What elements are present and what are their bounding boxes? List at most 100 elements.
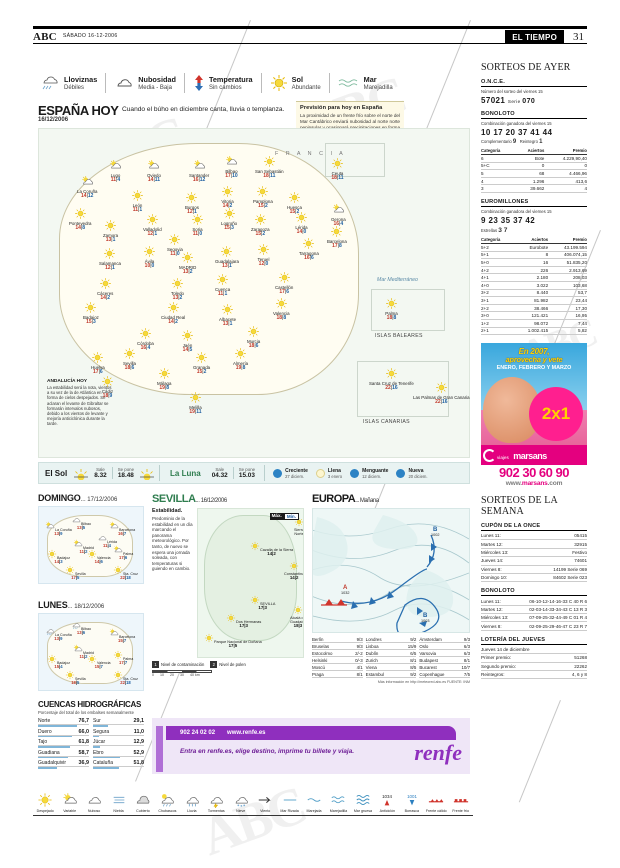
map-station[interactable]: León 11|1 [131, 189, 144, 214]
map-station[interactable]: Bilbao 13|5 [71, 515, 91, 531]
sun-moon-strip: El Sol Sale 8.32 Se pone 18.48 La Luna S… [38, 462, 470, 484]
map-station[interactable]: Sevilla 18|6 [123, 347, 136, 372]
map-station[interactable]: Lugo 11|4 [109, 159, 122, 184]
station-temps: 13|9 [54, 636, 63, 641]
map-station[interactable]: Málaga 19|8 [157, 367, 171, 392]
symbol-legend-item: Despejado [33, 791, 57, 815]
sevilla-station[interactable]: Cazalla de la Sierra 14|2 [250, 541, 293, 557]
map-station[interactable]: Palma 17|7 [113, 650, 133, 666]
map-station[interactable]: Palma 18|8 [385, 297, 398, 322]
map-station[interactable]: Cuenca 11|1 [215, 273, 230, 298]
sevilla-station[interactable]: Alcalá de Guadaíra18|3 [290, 605, 303, 629]
map-station[interactable]: Lérida 11|4 [97, 533, 117, 549]
map-station[interactable]: Soria 11|0 [191, 213, 204, 238]
map-station[interactable]: Gerona 16|4 [331, 203, 346, 228]
rain-icon [186, 797, 199, 807]
station-temps: 15|2 [196, 369, 207, 375]
map-station[interactable]: MADRID 13|2 [179, 251, 196, 276]
sea-gruesa-icon [356, 795, 370, 805]
map-station[interactable]: Córdoba 16|4 [137, 327, 154, 352]
station-name: Castellón [275, 285, 294, 290]
station-temps: 11|1 [132, 207, 143, 213]
lunes-map[interactable]: La Coruña 13|9 Bilbao 13|6 Madrid 11|2 Barcelo… [38, 613, 144, 691]
map-station[interactable]: Valladolid 12|1 [143, 213, 162, 238]
station-name: Dos Hermanas [236, 620, 262, 624]
map-station[interactable]: Ciudad Real 14|2 [161, 301, 185, 326]
cell-day: Martes 12: [481, 539, 529, 549]
map-station[interactable]: Valencia 15|7 [87, 654, 111, 670]
map-station[interactable]: Oviedo 14|11 [147, 159, 161, 184]
cell-day: Jueves 14: [481, 556, 529, 566]
map-station[interactable]: Bilbao 13|6 [71, 620, 91, 636]
map-station[interactable]: Huesca 15|2 [287, 191, 302, 216]
map-station[interactable]: Barcelona 17|8 [327, 225, 347, 250]
city-name: Praga [312, 671, 324, 677]
map-station[interactable]: Badajoz 15|3 [83, 301, 99, 326]
map-station[interactable]: Cádiz 18|9 [101, 375, 114, 400]
map-station[interactable]: Sevilla 17|5 [65, 565, 86, 581]
map-station[interactable]: San Sebastián 18|11 [255, 155, 284, 180]
sevilla-map[interactable]: Sierra Norte Cazalla de la Sierra 14|2 Co… [197, 508, 304, 658]
station-name: Soria [192, 227, 203, 232]
map-station[interactable]: Huelva 17|6 [91, 351, 105, 376]
map-station[interactable]: Teruel 12|0 [257, 243, 270, 268]
map-station[interactable]: Ceuta 18|11 [331, 157, 344, 182]
renfe-advert[interactable]: 902 24 02 02 www.renfe.es Entra en renfe… [152, 718, 470, 774]
sevilla-station[interactable]: Parque Nacional de Doñana 17|5 [204, 633, 262, 649]
map-station[interactable]: Zaragoza 15|2 [251, 213, 270, 238]
map-station[interactable]: Granada 15|2 [193, 351, 210, 376]
map-station[interactable]: Santa Cruz de Tenerife 22|16 [369, 367, 414, 392]
map-station[interactable]: Tarragona 16|6 [299, 237, 319, 262]
map-station[interactable]: Barcelona 16|7 [109, 521, 135, 537]
sevilla-station[interactable]: Constantina 14|2 [284, 561, 303, 581]
map-station[interactable]: Sta. Cruz 22|18 [113, 565, 138, 581]
map-station[interactable]: Guadalajara 13|1 [215, 245, 239, 270]
map-station[interactable]: Burgos 12|1 [185, 191, 199, 216]
map-station[interactable]: Salamanca 12|1 [99, 247, 121, 272]
sevilla-station[interactable]: SEVILLA 17|3 [250, 595, 275, 611]
map-station[interactable]: Pamplona 15|2 [253, 185, 273, 210]
map-station[interactable]: Valencia 14|6 [87, 549, 111, 565]
map-station[interactable]: Valencia 18|8 [273, 297, 290, 322]
map-station[interactable]: Cáceres 14|2 [97, 277, 113, 302]
map-station[interactable]: Melilla 19|11 [189, 391, 202, 416]
europa-map[interactable]: B 1002 A 1032 B 1003 [312, 508, 470, 633]
map-station[interactable]: Almería 19|8 [233, 347, 248, 372]
map-station[interactable]: Las Palmas de Gran Canaria 22|16 [413, 381, 470, 406]
map-station[interactable]: Zamora 13|1 [103, 219, 118, 244]
map-station[interactable]: Castellón 17|6 [275, 271, 293, 296]
map-station[interactable]: Badajoz 15|4 [47, 654, 70, 670]
map-station[interactable]: Toledo 13|2 [171, 277, 184, 302]
map-station[interactable]: Murcia 18|6 [247, 325, 260, 350]
map-station[interactable]: Ávila 10|0 [143, 245, 156, 270]
spain-map[interactable]: F R A N C I A Mar Mediterráneo ISLAS BAL… [38, 128, 470, 458]
marsans-contact[interactable]: 902 30 60 90 www.marsans.com [481, 465, 587, 488]
map-station[interactable]: Sta. Cruz 22|18 [113, 670, 138, 686]
map-station[interactable]: Palma 17|6 [113, 545, 133, 561]
map-station[interactable]: Albacete 13|1 [219, 303, 236, 328]
map-station[interactable]: Barcelona 15|7 [109, 628, 135, 644]
map-station[interactable]: Vitoria 14|2 [221, 185, 234, 210]
map-station[interactable]: Badajoz 14|3 [47, 549, 70, 565]
map-station[interactable]: Bilbao 17|10 [225, 155, 238, 180]
map-station[interactable]: Lérida 14|0 [295, 211, 308, 236]
map-station[interactable]: Sevilla 18|5 [65, 670, 86, 686]
map-station[interactable]: La Coruña 13|9 [45, 521, 72, 537]
station-temps: 12|1 [105, 265, 115, 271]
reservoir-value: 51,8 [133, 760, 145, 767]
sun-icon [222, 304, 233, 315]
domingo-map[interactable]: La Coruña 13|9 Bilbao 13|5 Madrid 11|2 Lérida 1… [38, 506, 144, 584]
map-station[interactable]: Logroño 15|3 [221, 207, 237, 232]
sun-icon [87, 549, 97, 559]
map-station[interactable]: Pontevedra 14|8 [69, 207, 91, 232]
map-station[interactable]: Santander 16|12 [189, 159, 209, 184]
map-station[interactable]: Segovia 11|0 [167, 233, 183, 258]
sevilla-station[interactable]: Dos Hermanas 17|3 [226, 613, 261, 629]
map-station[interactable]: La Coruña 14|12 [77, 175, 98, 200]
map-station[interactable]: Madrid 11|2 [73, 644, 94, 660]
map-station[interactable]: Madrid 11|2 [73, 539, 94, 555]
map-station[interactable]: Jaén 14|5 [181, 329, 194, 354]
marsans-advert[interactable]: En 2007, aprovecha y vete ENERO, FEBRERO… [481, 343, 587, 466]
sun-icon [250, 541, 260, 551]
map-station[interactable]: La Coruña 13|9 [45, 626, 72, 642]
